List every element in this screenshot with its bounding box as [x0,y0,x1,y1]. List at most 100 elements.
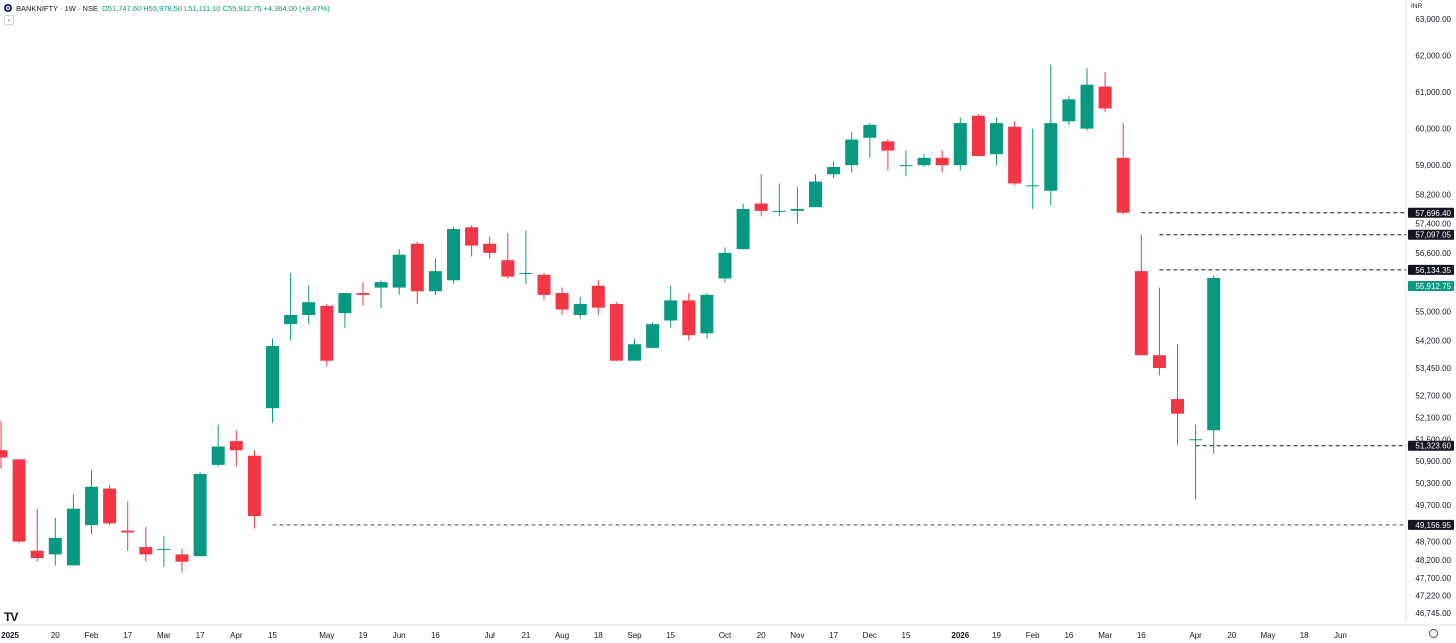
level-price-label: 49,156.95 [1415,521,1451,530]
candle-body [573,304,587,315]
candle-body [1098,86,1112,109]
candle-body [628,344,641,361]
y-tick-label: 60,000.00 [1415,125,1451,134]
x-tick-label: Jun [393,631,406,640]
x-tick-label: Jul [485,631,495,640]
candle-body [139,547,153,555]
candle-body [338,293,352,314]
candle-body [121,530,135,533]
tradingview-logo[interactable]: TV [4,610,18,624]
y-tick-label: 52,100.00 [1415,413,1451,422]
y-tick-label: 51,500.00 [1415,435,1451,444]
y-tick-label: 46,745.00 [1415,609,1451,618]
x-tick-label: 20 [757,631,766,640]
candle-body [374,282,388,288]
candle-body [501,260,515,277]
candle-body [646,324,660,348]
candle-body [193,473,207,557]
y-tick-label: 55,000.00 [1415,307,1451,316]
y-tick-label: 61,000.00 [1415,88,1451,97]
candle-body [881,141,895,151]
y-tick-label: 62,000.00 [1415,52,1451,61]
x-tick-label: 15 [902,631,911,640]
symbol-title[interactable]: BANKNIFTY · 1W · NSE [16,3,98,13]
y-tick-label: 50,900.00 [1415,457,1451,466]
y-tick-label: 63,000.00 [1415,15,1451,24]
level-price-label: 57,696.40 [1415,209,1451,218]
x-tick-label: 2025 [1,631,19,640]
x-tick-label: Nov [790,631,804,640]
candle-body [1116,157,1130,213]
x-tick-label: Sep [627,631,642,640]
candle-body [66,508,80,566]
candle-body [754,203,768,211]
collapse-legend-chevron-icon[interactable]: ⌄ [4,15,14,25]
candle-body [700,294,714,334]
candle-body [809,181,822,208]
x-tick-label: May [319,631,334,640]
level-price-tag [1408,440,1454,451]
x-tick-label: 21 [521,631,530,640]
candle-body [935,157,949,166]
level-price-tag [1408,519,1454,530]
x-tick-label: 15 [268,631,277,640]
candle-body [1008,126,1022,184]
candle-body [1026,185,1040,187]
ohlc-values: O51,747.60 H55,978.50 L51,111.10 C55,912… [101,3,330,13]
x-tick-label: 16 [1137,631,1146,640]
y-tick-label: 47,220.00 [1415,592,1451,601]
candle-body [519,272,533,274]
candle-body [537,274,551,295]
x-tick-label: 20 [1227,631,1236,640]
x-tick-label: 20 [51,631,60,640]
level-price-label: 57,097.05 [1415,231,1451,240]
currency-label[interactable]: INR [1411,3,1423,10]
candle-body [863,124,877,138]
x-tick-label: Dec [863,631,877,640]
y-tick-label: 54,200.00 [1415,337,1451,346]
last-price-label: 55,912.75 [1415,282,1451,291]
symbol-logo-icon [4,4,12,12]
candle-body [1171,399,1184,414]
y-tick-label: 52,700.00 [1415,391,1451,400]
candle-body [990,123,1003,155]
candle-body [1044,123,1058,191]
x-tick-label: 16 [431,631,440,640]
y-tick-label: 56,600.00 [1415,249,1451,258]
candle-body [682,300,696,336]
candle-body [0,450,8,458]
y-tick-label: 48,200.00 [1415,556,1451,565]
x-tick-label: Aug [555,631,569,640]
x-tick-label: 18 [1300,631,1309,640]
x-tick-label: Mar [1098,631,1112,640]
candle-body [103,488,117,524]
x-tick-label: Mar [157,631,171,640]
candle-body [917,157,931,166]
candle-body [266,346,279,409]
candle-body [465,227,479,246]
candle-body [971,115,985,157]
candle-body [211,446,225,465]
last-price-tag [1408,280,1454,291]
x-tick-label: Feb [85,631,99,640]
x-tick-label: 17 [196,631,205,640]
x-tick-label: Apr [230,631,243,640]
candle-body [428,271,442,292]
candle-body [555,293,569,310]
y-tick-label: 50,300.00 [1415,479,1451,488]
x-tick-label: 19 [992,631,1001,640]
candle-body [899,165,913,167]
candle-body [845,139,859,166]
candle-body [664,300,678,321]
y-tick-label: 53,450.00 [1415,364,1451,373]
candle-body [772,210,786,212]
x-tick-label: 17 [829,631,838,640]
candle-body [827,166,841,175]
x-tick-label: 2026 [951,631,969,640]
candle-body [247,455,261,517]
candle-body [1189,439,1203,441]
x-tick-label: 15 [666,631,675,640]
settings-gear-icon[interactable] [1429,629,1438,638]
level-price-label: 51,323.60 [1415,442,1451,451]
